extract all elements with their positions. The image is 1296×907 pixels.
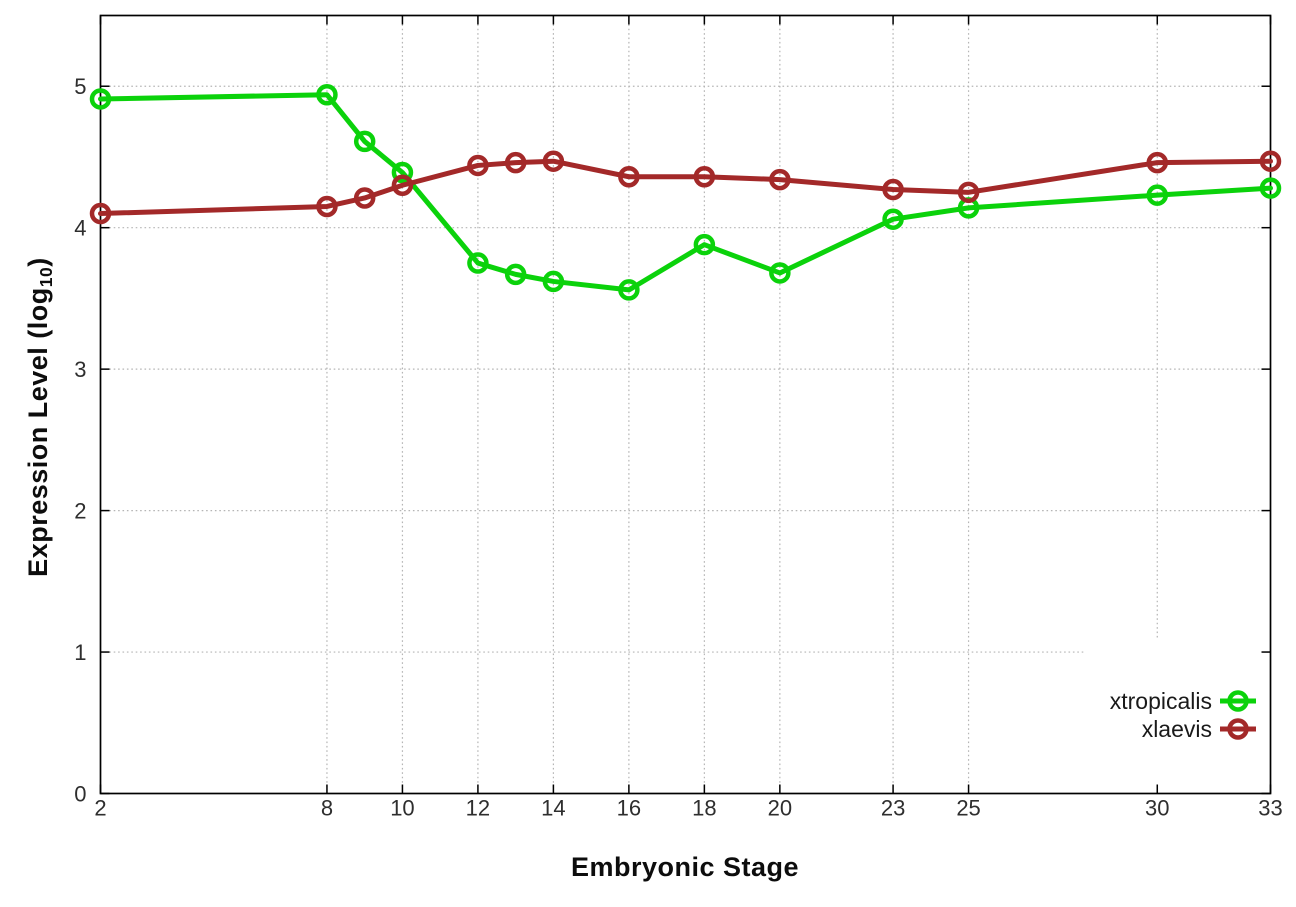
- y-axis-title-text: Expression Level (log: [23, 287, 53, 577]
- x-tick-label: 10: [390, 796, 414, 821]
- data-point-xtropicalis: [467, 252, 489, 274]
- data-point-xtropicalis: [504, 263, 527, 286]
- plot-border: [99, 14, 1272, 795]
- data-point-xlaevis: [504, 151, 527, 174]
- data-point-xlaevis: [89, 202, 112, 225]
- data-point-xtropicalis: [1146, 184, 1169, 206]
- data-point-xlaevis: [316, 195, 338, 218]
- data-point-xtropicalis: [882, 208, 904, 230]
- x-tick-label: 2: [94, 796, 106, 821]
- data-point-xlaevis: [467, 154, 489, 177]
- legend-label-xlaevis: xlaevis: [1142, 716, 1212, 742]
- data-point-xtropicalis: [693, 233, 716, 256]
- x-tick-label: 25: [956, 796, 980, 821]
- data-point-xlaevis: [391, 174, 414, 196]
- data-point-xtropicalis: [618, 279, 640, 301]
- data-point-xtropicalis: [316, 83, 338, 106]
- data-point-xlaevis: [882, 178, 904, 201]
- data-point-xlaevis: [618, 166, 640, 188]
- x-tick-label: 12: [466, 796, 490, 821]
- x-tick-label: 20: [768, 796, 792, 821]
- legend-marker-icon: [1227, 690, 1249, 712]
- data-point-xtropicalis: [391, 161, 414, 184]
- y-tick-label: 1: [74, 640, 86, 665]
- y-tick-label: 5: [74, 74, 86, 99]
- x-tick-label: 14: [541, 796, 565, 821]
- x-axis-title: Embryonic Stage: [570, 852, 800, 882]
- x-tick-label: 8: [321, 796, 333, 821]
- data-point-xtropicalis: [769, 262, 791, 284]
- x-tick-label: 23: [881, 796, 905, 821]
- x-tick-label: 30: [1145, 796, 1169, 821]
- data-point-xlaevis: [1146, 151, 1169, 174]
- x-tick-label: 18: [692, 796, 716, 821]
- data-point-xlaevis: [353, 187, 376, 209]
- x-tick-label: 33: [1258, 796, 1282, 821]
- data-point-xtropicalis: [542, 270, 565, 293]
- data-point-xtropicalis: [89, 88, 112, 110]
- y-tick-label: 4: [74, 216, 86, 241]
- data-point-xlaevis: [957, 181, 980, 204]
- y-tick-label: 0: [74, 782, 86, 807]
- data-point-xlaevis: [769, 168, 791, 191]
- y-tick-label: 3: [74, 357, 86, 382]
- series-line-xtropicalis: [98, 92, 1273, 293]
- data-point-xlaevis: [542, 150, 565, 172]
- x-tick-label: 16: [617, 796, 641, 821]
- data-point-xtropicalis: [353, 130, 376, 153]
- y-axis-title-suffix: ): [23, 257, 53, 267]
- y-tick-label: 2: [74, 499, 86, 524]
- data-point-xlaevis: [693, 166, 716, 188]
- data-point-xlaevis: [1259, 150, 1282, 172]
- legend-marker-icon: [1227, 718, 1249, 740]
- series-line-xlaevis: [98, 158, 1273, 217]
- data-point-xtropicalis: [1259, 177, 1282, 199]
- legend-label-xtropicalis: xtropicalis: [1110, 688, 1212, 714]
- y-axis-title: Expression Level (log10): [16, 27, 60, 807]
- y-axis-title-subscript: 10: [35, 266, 56, 288]
